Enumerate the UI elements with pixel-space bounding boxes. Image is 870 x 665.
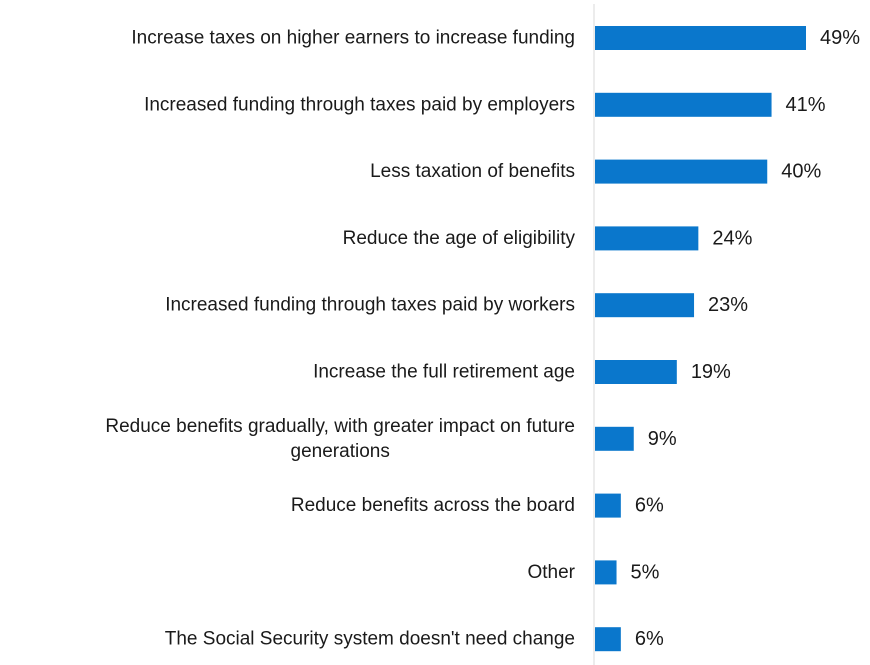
value-label-5: 23% [708,294,748,316]
value-label-7: 9% [648,428,677,450]
category-label-8: Reduce benefits across the board [291,495,575,516]
bar-9 [595,560,617,585]
category-label-7-line-1: Reduce benefits gradually, with greater … [105,416,575,437]
category-label-1: Increase taxes on higher earners to incr… [131,28,575,49]
value-label-2: 41% [786,94,826,116]
value-label-6: 19% [691,361,731,383]
category-label-10: The Social Security system doesn't need … [165,629,575,650]
category-label-4: Reduce the age of eligibility [343,228,576,249]
bar-1 [595,26,806,50]
category-label-6: Increase the full retirement age [313,362,575,383]
category-labels-group: Increase taxes on higher earners to incr… [105,28,575,650]
bar-5 [595,293,695,318]
bar-2 [595,92,772,117]
value-labels-group: 49% 41% 40% 24% 23% 19% 9% 6% 5% 6% [631,27,861,650]
value-label-9: 5% [631,561,660,583]
bar-3 [595,159,768,184]
value-label-3: 40% [781,161,821,183]
bar-6 [595,360,677,384]
category-label-2: Increased funding through taxes paid by … [144,94,575,115]
bar-4 [595,226,699,251]
value-label-10: 6% [635,628,664,650]
bar-10 [595,627,621,652]
bar-8 [595,493,621,518]
category-label-3: Less taxation of benefits [370,161,575,182]
value-label-1: 49% [820,27,860,49]
value-label-8: 6% [635,495,664,517]
category-label-9: Other [527,562,575,583]
bars-group [595,26,806,652]
category-label-7-line-2: generations [291,441,390,462]
category-label-5: Increased funding through taxes paid by … [165,295,575,316]
category-label-7: Reduce benefits gradually, with greater … [105,416,575,462]
value-label-4: 24% [712,227,752,249]
bar-7 [595,426,634,451]
